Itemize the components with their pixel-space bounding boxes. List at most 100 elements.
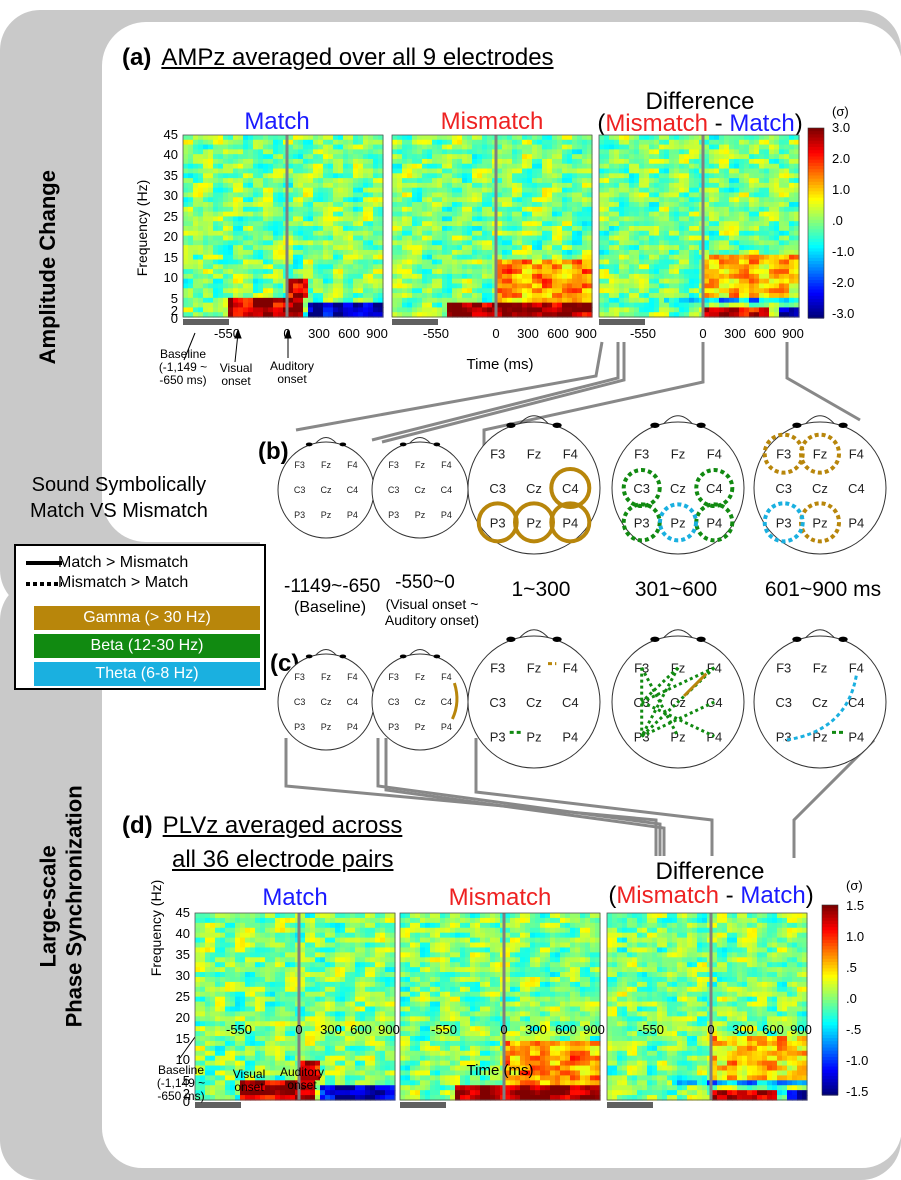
electrode-F3: F3	[388, 672, 399, 682]
heatmap-a-match	[182, 134, 384, 325]
annotation-d-auditory: Auditory onset	[279, 1065, 325, 1092]
xtick-a-0-0: -550	[213, 326, 241, 341]
electrode-Cz: Cz	[321, 485, 332, 495]
electrode-P3: P3	[776, 515, 792, 530]
undefined-6: -3.0	[832, 306, 855, 321]
undefined-3: .0	[846, 991, 857, 1006]
electrode-F4: F4	[347, 460, 358, 470]
electrode-F4: F4	[441, 672, 452, 682]
ytick-a-4: 25	[163, 208, 178, 224]
heatmap-a-difference	[598, 134, 800, 325]
colorbar-d-unit: (σ)	[846, 878, 863, 893]
electrode-F4: F4	[563, 661, 578, 676]
electrode-Fz: Fz	[321, 672, 331, 682]
electrode-C3: C3	[388, 485, 400, 495]
electrode-P4: P4	[562, 729, 578, 744]
electrode-P3: P3	[294, 722, 305, 732]
window-1-sub: (Baseline)	[294, 599, 367, 616]
ytick-a-1: 40	[163, 147, 178, 163]
xtick-d-1-3: 600	[555, 1022, 577, 1037]
electrode-C4: C4	[562, 481, 579, 496]
colorbar-a-unit: (σ)	[832, 104, 849, 119]
xtick-d-2-0: -550	[637, 1022, 665, 1037]
colorbar-a	[807, 127, 825, 319]
electrode-Fz: Fz	[415, 672, 425, 682]
electrode-F4: F4	[849, 447, 864, 462]
xtick-d-1-2: 300	[525, 1022, 547, 1037]
electrode-C4: C4	[347, 697, 359, 707]
electrode-P3: P3	[388, 510, 399, 520]
electrode-F3: F3	[776, 447, 791, 462]
ytick-a-6: 15	[163, 249, 178, 265]
electrode-P3: P3	[294, 510, 305, 520]
electrode-Cz: Cz	[415, 485, 426, 495]
ytick-d-7: 10	[175, 1052, 190, 1067]
electrode-P4: P4	[441, 722, 452, 732]
electrode-C3: C3	[489, 695, 506, 710]
electrode-F3: F3	[388, 460, 399, 470]
ytick-d-9: 2	[182, 1085, 190, 1101]
legend-theta: Theta (6-8 Hz)	[34, 662, 260, 686]
panel-a-heading: (a) AMPz averaged over all 9 electrodes	[122, 44, 554, 72]
electrode-C3: C3	[633, 481, 650, 496]
electrode-P4: P4	[848, 515, 864, 530]
annotation-d-baseline: Baseline (-1,149 ~ -650 ms)	[156, 1063, 206, 1103]
xtick-d-1-1: 0	[500, 1022, 508, 1037]
ytick-a-3: 30	[163, 188, 178, 204]
electrode-F4: F4	[563, 447, 578, 462]
electrode-P4: P4	[706, 515, 722, 530]
ytick-a-10: 0	[170, 311, 178, 326]
window-2-sub: (Visual onset ~ Auditory onset)	[384, 596, 480, 628]
electrode-P3: P3	[388, 722, 399, 732]
electrode-P4: P4	[441, 510, 452, 520]
head-b2: F3 Fz F4 C3 Cz C4 P3 Pz P4	[371, 436, 469, 539]
undefined-1: 1.0	[846, 929, 865, 944]
ytick-a-9: 2	[170, 302, 178, 318]
xtick-a-2-4: 900	[782, 326, 804, 341]
window-2: -550~0	[395, 572, 455, 593]
heatmap-d-difference	[606, 912, 808, 1108]
xtick-d-0-2: 300	[320, 1022, 342, 1037]
electrode-P3: P3	[776, 729, 792, 744]
electrode-C4: C4	[706, 481, 723, 496]
electrode-C3: C3	[775, 481, 792, 496]
electrode-P3: P3	[634, 729, 650, 744]
ytick-a-8: 5	[170, 290, 178, 306]
panel-b-letter: (b)	[258, 438, 289, 465]
colorbar-d	[821, 904, 839, 1096]
xtick-a-2-3: 600	[754, 326, 776, 341]
ytick-a-7: 10	[163, 270, 178, 286]
xtick-a-1-0: -550	[422, 326, 450, 341]
xtick-a-1-2: 300	[517, 326, 539, 341]
electrode-F3: F3	[294, 460, 305, 470]
xtick-a-1-4: 900	[575, 326, 597, 341]
xtick-d-0-1: 0	[295, 1022, 303, 1037]
xtick-d-0-0: -550	[225, 1022, 253, 1037]
electrode-F4: F4	[347, 672, 358, 682]
ytick-d-5: 20	[175, 1010, 190, 1025]
xtick-d-2-1: 0	[707, 1022, 715, 1037]
xtick-d-1-4: 900	[583, 1022, 605, 1037]
plot-d-match-title: Match	[262, 884, 328, 911]
electrode-Pz: Pz	[670, 515, 685, 530]
ytick-d-8: 5	[182, 1073, 190, 1088]
electrode-F3: F3	[776, 661, 791, 676]
head-b1: F3 Fz F4 C3 Cz C4 P3 Pz P4	[277, 436, 375, 539]
undefined-5: -1.0	[846, 1053, 869, 1068]
ytick-d-2: 35	[175, 947, 190, 962]
ytick-d-10: 0	[182, 1094, 190, 1109]
plot-d-difference-subtitle: (Mismatch - Match)	[608, 882, 814, 909]
electrode-Pz: Pz	[321, 722, 332, 732]
electrode-Pz: Pz	[321, 510, 332, 520]
electrode-P4: P4	[562, 515, 578, 530]
electrode-Fz: Fz	[527, 661, 541, 676]
ytick-d-4: 25	[175, 989, 190, 1004]
electrode-F4: F4	[441, 460, 452, 470]
undefined-6: -1.5	[846, 1084, 869, 1099]
undefined-0: 3.0	[832, 120, 851, 135]
head-c2: F3 Fz F4 C3 Cz C4 P3 Pz P4	[371, 648, 469, 751]
undefined-0: 1.5	[846, 898, 865, 913]
xtick-d-1-0: -550	[430, 1022, 458, 1037]
